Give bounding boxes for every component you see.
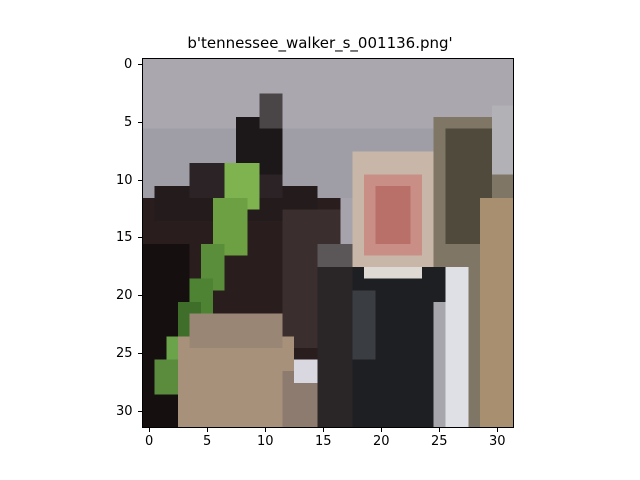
x-tick-label: 30: [489, 434, 506, 449]
x-tick-label: 25: [431, 434, 448, 449]
y-tick-label: 10: [116, 173, 133, 188]
x-tick-mark: [497, 428, 498, 432]
y-tick-mark: [138, 411, 142, 412]
image-axes: [142, 58, 514, 428]
y-tick-mark: [138, 353, 142, 354]
y-tick-label: 0: [124, 57, 133, 72]
y-tick-mark: [138, 295, 142, 296]
x-tick-label: 15: [315, 434, 332, 449]
x-tick-mark: [207, 428, 208, 432]
x-tick-mark: [149, 428, 150, 432]
y-tick-label: 5: [124, 115, 133, 130]
y-tick-label: 20: [116, 288, 133, 303]
y-tick-mark: [138, 64, 142, 65]
x-tick-label: 20: [373, 434, 390, 449]
x-tick-mark: [323, 428, 324, 432]
x-tick-label: 0: [145, 434, 154, 449]
x-tick-mark: [439, 428, 440, 432]
x-tick-label: 10: [257, 434, 274, 449]
y-tick-mark: [138, 122, 142, 123]
x-tick-mark: [265, 428, 266, 432]
x-tick-label: 5: [203, 434, 212, 449]
y-tick-mark: [138, 180, 142, 181]
y-tick-label: 25: [116, 346, 133, 361]
pixelated-photo: [143, 59, 513, 427]
figure-title: b'tennessee_walker_s_001136.png': [187, 34, 453, 52]
y-tick-label: 15: [116, 230, 133, 245]
x-tick-mark: [381, 428, 382, 432]
y-tick-mark: [138, 237, 142, 238]
y-tick-label: 30: [116, 404, 133, 419]
